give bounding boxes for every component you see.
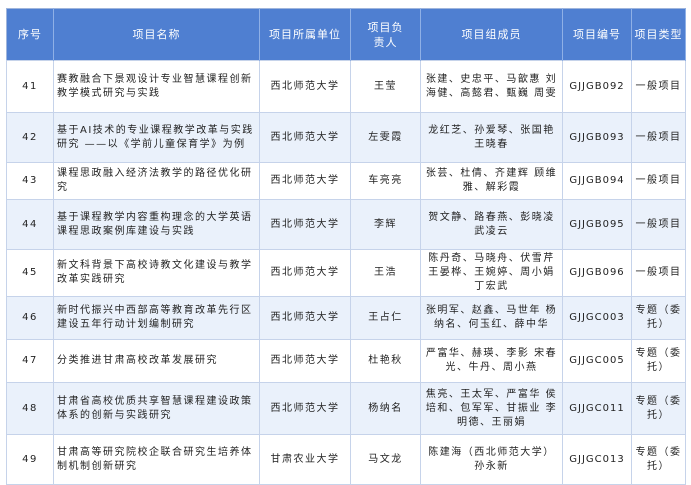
cell-code: GJJGB096	[562, 249, 632, 297]
cell-name: 新时代振兴中西部高等教育改革先行区建设五年行动计划编制研究	[53, 296, 260, 340]
cell-leader: 马文龙	[350, 434, 421, 485]
cell-type: 一般项目	[631, 162, 686, 200]
cell-members: 贺文静、路春燕、彭晓凌 武凌云	[420, 199, 563, 250]
cell-name: 基于AI技术的专业课程教学改革与实践研究 ——以《学前儿童保育学》为例	[53, 112, 260, 163]
cell-type: 专题（委托）	[631, 434, 686, 485]
cell-no: 47	[6, 339, 54, 383]
cell-code: GJJGC003	[562, 296, 632, 340]
cell-type: 专题（委托）	[631, 296, 686, 340]
cell-members: 龙红芝、孙爱琴、张国艳 王晓春	[420, 112, 563, 163]
cell-no: 42	[6, 112, 54, 163]
cell-members: 焦亮、王太军、严富华 侯培和、包军军、甘振业 李明德、王丽娟	[420, 382, 563, 435]
cell-code: GJJGC011	[562, 382, 632, 435]
table-row: 45 新文科背景下高校诗教文化建设与教学改革实践研究 西北师范大学 王浩 陈丹奇、马晓舟…	[6, 249, 686, 297]
cell-leader: 车亮亮	[350, 162, 421, 200]
cell-code: GJJGC013	[562, 434, 632, 485]
header-no: 序号	[6, 8, 54, 61]
cell-no: 48	[6, 382, 54, 435]
cell-unit: 西北师范大学	[259, 162, 351, 200]
project-table: 序号 项目名称 项目所属单位 项目负责人 项目组成员 项目编号 项目类型 41 赛…	[6, 8, 686, 485]
cell-leader: 杨纳名	[350, 382, 421, 435]
cell-type: 一般项目	[631, 199, 686, 250]
table-row: 41 赛教融合下景观设计专业智慧课程创新教学模式研究与实践 西北师范大学 王莹 张建、史…	[6, 60, 686, 113]
table-row: 49 甘肃高等研究院校企联合研究生培养体制机制创新研究 甘肃农业大学 马文龙 陈建海（西…	[6, 434, 686, 485]
table-row: 42 基于AI技术的专业课程教学改革与实践研究 ——以《学前儿童保育学》为例 西北师…	[6, 112, 686, 163]
cell-type: 专题（委托）	[631, 339, 686, 383]
cell-code: GJJGB094	[562, 162, 632, 200]
cell-type: 一般项目	[631, 112, 686, 163]
cell-leader: 杜艳秋	[350, 339, 421, 383]
cell-name: 课程思政融入经济法教学的路径优化研究	[53, 162, 260, 200]
cell-unit: 西北师范大学	[259, 249, 351, 297]
cell-members: 张建、史忠平、马歆惠 刘海健、高懿君、甄巍 周雯	[420, 60, 563, 113]
cell-type: 专题（委托）	[631, 382, 686, 435]
cell-leader: 王莹	[350, 60, 421, 113]
cell-type: 一般项目	[631, 249, 686, 297]
cell-name: 分类推进甘肃高校改革发展研究	[53, 339, 260, 383]
cell-unit: 西北师范大学	[259, 296, 351, 340]
header-members: 项目组成员	[420, 8, 563, 61]
cell-members: 陈丹奇、马晓舟、伏雪芹 王晏桦、王婉婷、周小娟 丁宏武	[420, 249, 563, 297]
table-row: 43 课程思政融入经济法教学的路径优化研究 西北师范大学 车亮亮 张芸、杜倩、齐建辉 顾…	[6, 162, 686, 200]
table-row: 44 基于课程教学内容重构理念的大学英语课程思政案例库建设与实践 西北师范大学 李辉贺…	[6, 199, 686, 250]
cell-members: 张芸、杜倩、齐建辉 顾维雅、解彩霞	[420, 162, 563, 200]
cell-members: 严富华、赫瑛、李影 宋春光、牛丹、周小燕	[420, 339, 563, 383]
header-leader: 项目负责人	[350, 8, 421, 61]
cell-code: GJJGB095	[562, 199, 632, 250]
header-type: 项目类型	[631, 8, 686, 61]
cell-unit: 西北师范大学	[259, 199, 351, 250]
cell-type: 一般项目	[631, 60, 686, 113]
cell-leader: 李辉	[350, 199, 421, 250]
cell-code: GJJGC005	[562, 339, 632, 383]
cell-code: GJJGB092	[562, 60, 632, 113]
header-name: 项目名称	[53, 8, 260, 61]
cell-unit: 甘肃农业大学	[259, 434, 351, 485]
table-row: 46 新时代振兴中西部高等教育改革先行区建设五年行动计划编制研究 西北师范大学 王占仁…	[6, 296, 686, 340]
cell-unit: 西北师范大学	[259, 60, 351, 113]
cell-name: 新文科背景下高校诗教文化建设与教学改革实践研究	[53, 249, 260, 297]
cell-leader: 王浩	[350, 249, 421, 297]
cell-members: 陈建海（西北师范大学） 孙永新	[420, 434, 563, 485]
cell-no: 44	[6, 199, 54, 250]
cell-no: 49	[6, 434, 54, 485]
cell-leader: 王占仁	[350, 296, 421, 340]
cell-unit: 西北师范大学	[259, 382, 351, 435]
cell-name: 基于课程教学内容重构理念的大学英语课程思政案例库建设与实践	[53, 199, 260, 250]
cell-name: 赛教融合下景观设计专业智慧课程创新教学模式研究与实践	[53, 60, 260, 113]
cell-members: 张明军、赵鑫、马世年 杨纳名、何玉红、薛中华	[420, 296, 563, 340]
table-row: 48 甘肃省高校优质共享智慧课程建设政策体系的创新与实践研究 西北师范大学 杨纳名 焦亮…	[6, 382, 686, 435]
header-unit: 项目所属单位	[259, 8, 351, 61]
cell-unit: 西北师范大学	[259, 112, 351, 163]
cell-leader: 左雯霞	[350, 112, 421, 163]
cell-no: 43	[6, 162, 54, 200]
cell-unit: 西北师范大学	[259, 339, 351, 383]
cell-name: 甘肃高等研究院校企联合研究生培养体制机制创新研究	[53, 434, 260, 485]
cell-name: 甘肃省高校优质共享智慧课程建设政策体系的创新与实践研究	[53, 382, 260, 435]
header-row: 序号 项目名称 项目所属单位 项目负责人 项目组成员 项目编号 项目类型	[6, 8, 686, 61]
cell-no: 45	[6, 249, 54, 297]
cell-no: 46	[6, 296, 54, 340]
header-code: 项目编号	[562, 8, 632, 61]
table-row: 47 分类推进甘肃高校改革发展研究 西北师范大学 杜艳秋 严富华、赫瑛、李影 宋春光、牛…	[6, 339, 686, 383]
cell-no: 41	[6, 60, 54, 113]
cell-code: GJJGB093	[562, 112, 632, 163]
